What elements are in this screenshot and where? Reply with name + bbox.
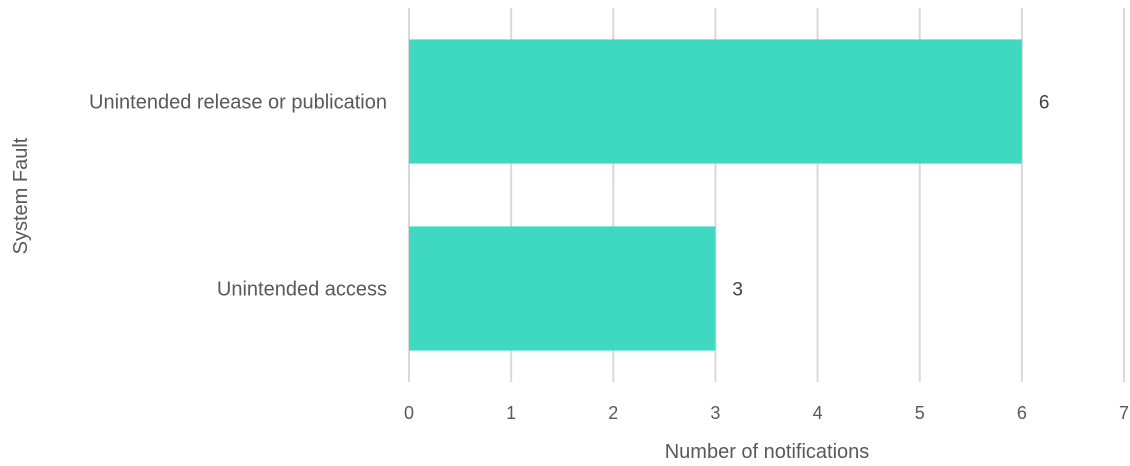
x-tick-label: 1 bbox=[506, 403, 516, 423]
y-axis-title: System Fault bbox=[10, 137, 32, 254]
x-axis-title: Number of notifications bbox=[665, 441, 870, 463]
category-labels: Unintended release or publication Uninten… bbox=[89, 92, 387, 301]
bar bbox=[409, 226, 716, 351]
data-label: 3 bbox=[732, 280, 743, 301]
x-tick-label: 5 bbox=[915, 403, 925, 423]
x-tick-label: 2 bbox=[608, 403, 618, 423]
category-label: Unintended release or publication bbox=[89, 92, 387, 114]
bar bbox=[409, 39, 1022, 164]
x-tick-label: 0 bbox=[404, 403, 414, 423]
data-labels: 63 bbox=[732, 93, 1049, 301]
category-label: Unintended access bbox=[217, 279, 387, 301]
bars bbox=[409, 39, 1022, 351]
data-label: 6 bbox=[1039, 93, 1050, 114]
x-tick-label: 7 bbox=[1119, 403, 1129, 423]
x-tick-label: 4 bbox=[813, 403, 823, 423]
x-tick-label: 3 bbox=[710, 403, 720, 423]
x-tick-labels: 0 1 2 3 4 5 6 7 bbox=[404, 403, 1129, 423]
x-tick-label: 6 bbox=[1017, 403, 1027, 423]
